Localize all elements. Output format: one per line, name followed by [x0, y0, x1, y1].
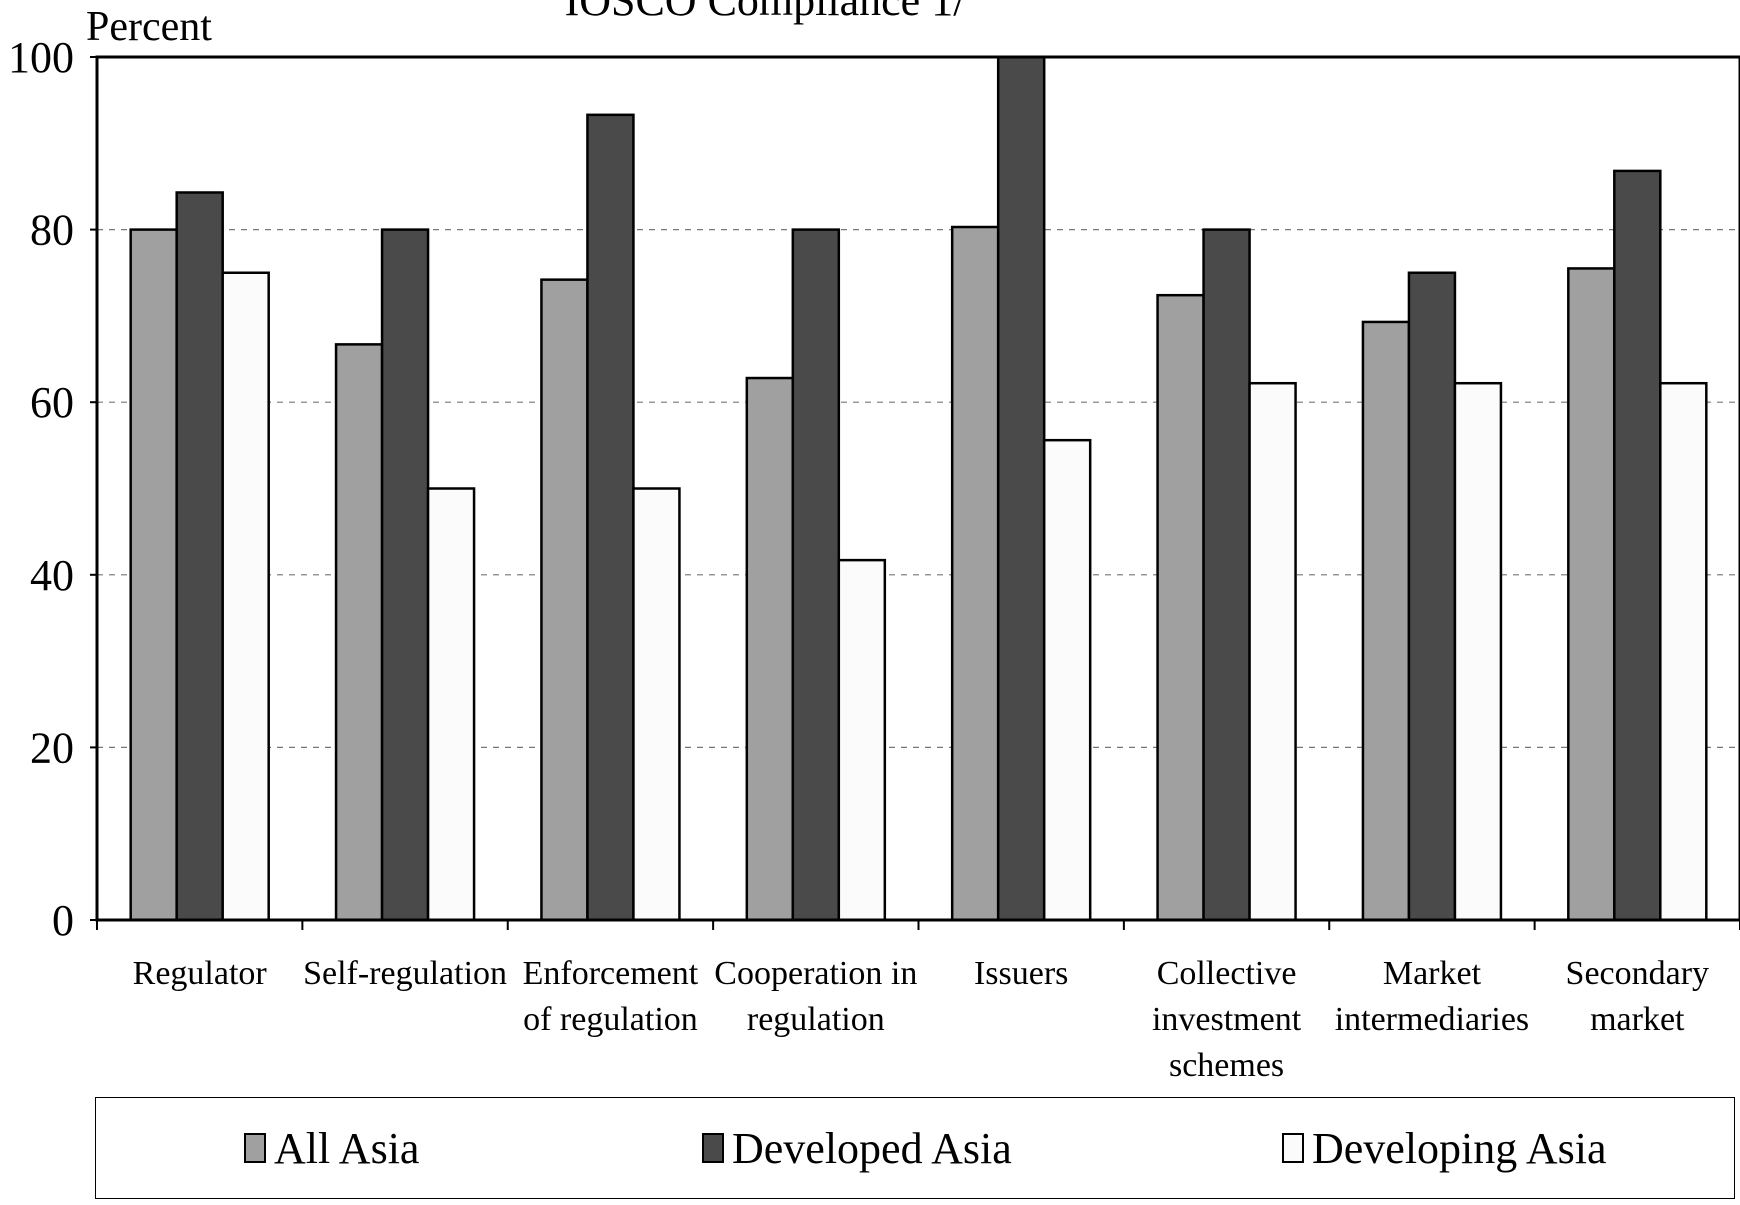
x-tick-label: Market — [1383, 955, 1482, 992]
bar — [1361, 320, 1411, 922]
x-tick-label: intermediaries — [1335, 1001, 1529, 1038]
bar — [1248, 381, 1297, 922]
legend-label-developed-asia: Developed Asia — [732, 1123, 1012, 1173]
y-tick-label: 60 — [30, 378, 74, 427]
x-tick-label: of regulation — [523, 1001, 698, 1038]
bar — [1407, 271, 1457, 922]
x-tick-label: schemes — [1169, 1047, 1284, 1084]
chart-title: IOSCO Compliance 1/ — [565, 0, 967, 25]
y-tick-label: 0 — [52, 896, 74, 945]
bar — [586, 113, 635, 922]
bar — [1202, 228, 1251, 922]
x-tick-label: Regulator — [133, 955, 268, 992]
bar — [632, 487, 681, 922]
legend-swatch-developing-asia — [1282, 1133, 1304, 1163]
bar — [1042, 438, 1092, 922]
y-tick-label: 100 — [8, 33, 74, 82]
bar — [334, 343, 384, 922]
y-axis-label: Percent — [86, 4, 212, 50]
y-tick-label: 80 — [30, 206, 74, 255]
bar — [950, 225, 1000, 922]
bar — [1613, 169, 1662, 922]
bar — [1567, 267, 1616, 922]
bar — [745, 376, 795, 922]
bar — [996, 55, 1046, 922]
bar — [791, 228, 841, 922]
bar — [837, 558, 887, 922]
bar — [129, 228, 178, 922]
bar — [1453, 381, 1503, 922]
bar — [175, 191, 224, 922]
x-tick-label: regulation — [747, 1001, 885, 1038]
x-tick-label: investment — [1152, 1001, 1302, 1038]
bar — [1156, 293, 1205, 922]
legend-item-all-asia: All Asia — [244, 1098, 419, 1198]
x-tick-label: Collective — [1157, 955, 1297, 992]
legend-item-developed-asia: Developed Asia — [702, 1098, 1012, 1198]
x-tick-label: Issuers — [974, 955, 1068, 992]
x-tick-label: Self-regulation — [303, 955, 507, 992]
legend-swatch-all-asia — [244, 1133, 266, 1163]
legend-label-all-asia: All Asia — [274, 1123, 420, 1173]
legend-label-developing-asia: Developing Asia — [1312, 1123, 1607, 1173]
bar — [540, 278, 589, 922]
legend-item-developing-asia: Developing Asia — [1282, 1098, 1607, 1198]
bar — [221, 271, 270, 922]
bar — [1659, 381, 1708, 922]
y-tick-label: 20 — [30, 723, 74, 772]
bar — [380, 228, 430, 922]
legend: All Asia Developed Asia Developing Asia — [95, 1097, 1735, 1199]
x-tick-label: Secondary — [1566, 955, 1710, 992]
x-tick-label: Enforcement — [523, 955, 699, 992]
y-tick-label: 40 — [30, 551, 74, 600]
legend-swatch-developed-asia — [702, 1133, 724, 1163]
x-tick-label: Cooperation in — [714, 955, 917, 992]
bar — [426, 487, 476, 922]
x-tick-label: market — [1590, 1001, 1685, 1038]
